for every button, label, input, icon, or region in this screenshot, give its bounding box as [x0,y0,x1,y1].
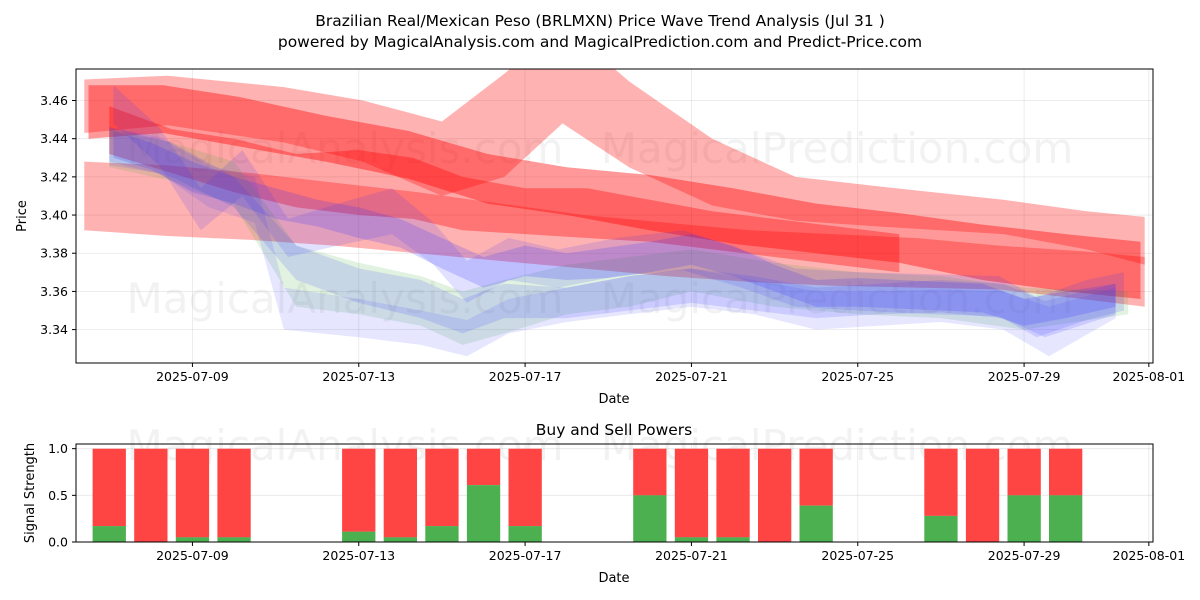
chart-subtitle: powered by MagicalAnalysis.com and Magic… [278,33,922,51]
x-tick-label: 2025-07-21 [655,369,728,384]
watermark-text: MagicalPrediction.com [601,274,1074,323]
sell-bar [633,448,667,496]
sell-bar [924,448,958,516]
y-axis-label: Signal Strength [23,443,38,543]
x-tick-label: 2025-07-21 [655,548,728,563]
wave-band-blue-band-4 [113,131,1116,326]
y-tick-label: 3.46 [40,93,68,108]
wave-band-blue-band-1 [109,127,1116,357]
buy-bar [92,526,126,542]
sell-bar [1007,448,1041,496]
x-tick-label: 2025-08-01 [1113,548,1186,563]
buy-bar [175,537,210,542]
buy-bar [716,537,750,542]
x-axis-label: Date [598,571,629,586]
y-axis-label: Price [15,200,30,232]
x-tick-label: 2025-08-01 [1113,369,1186,384]
y-tick-label: 3.36 [40,284,68,299]
y-tick-label: 3.42 [40,169,68,184]
y-tick-label: 3.40 [40,208,68,223]
buy-bar [1007,495,1041,542]
y-tick-label: 3.38 [40,246,68,261]
sell-bar [175,448,210,538]
wave-band-blue-band-3 [113,85,1124,338]
sell-bar [217,448,251,538]
watermark-text: MagicalPrediction.com [601,124,1074,173]
plot-frame [75,443,1154,543]
buy-sell-chart: Buy and Sell Powers MagicalAnalysis.com … [23,421,1185,586]
y-axis-ticks: 0.0 0.5 1.0 [48,441,76,550]
sell-bar [758,448,792,542]
signal-bars [92,448,1083,542]
wave-band-red-band-2 [88,85,1141,299]
buy-bar [674,537,709,542]
x-tick-label: 2025-07-13 [322,369,395,384]
sell-bar [799,448,833,506]
y-tick-label: 0.5 [48,488,68,503]
x-axis-label: Date [598,392,629,407]
sell-bar [674,448,709,538]
chart-title: Brazilian Real/Mexican Peso (BRLMXN) Pri… [315,12,885,30]
buy-bar [425,526,459,542]
watermark-text: MagicalAnalysis.com [127,124,564,173]
sell-bar [965,448,1000,542]
sell-bar [508,448,542,527]
wave-band-green-band [109,129,1129,345]
buy-bar [508,526,542,542]
y-tick-label: 1.0 [48,441,68,456]
x-tick-label: 2025-07-25 [821,369,894,384]
x-tick-label: 2025-07-09 [156,369,229,384]
wave-bands [84,69,1145,357]
sell-bar [383,448,417,538]
watermark-text: MagicalPrediction.com [601,421,1074,470]
buy-bar [217,537,251,542]
grid-lines [76,69,1153,363]
sell-bar [342,448,376,532]
sell-bar [716,448,750,538]
sell-bar [1049,448,1083,496]
buy-bar [924,515,958,542]
y-axis-ticks: 3.34 3.36 3.38 3.40 3.42 3.44 3.46 [40,93,76,337]
buy-bar [799,505,833,542]
price-wave-chart: MagicalAnalysis.com MagicalPrediction.co… [15,68,1185,407]
x-tick-label: 2025-07-29 [988,548,1061,563]
x-axis-ticks: 2025-07-09 2025-07-13 2025-07-17 2025-07-21… [156,542,1185,563]
sell-bar [134,448,168,542]
sell-bar [466,448,501,486]
y-tick-label: 3.44 [40,131,68,146]
wave-band-red-band-1 [84,69,1145,265]
watermark-group: MagicalAnalysis.com MagicalPrediction.co… [127,124,1074,323]
x-tick-label: 2025-07-25 [821,548,894,563]
x-tick-label: 2025-07-13 [322,548,395,563]
watermark-text: MagicalAnalysis.com [127,274,564,323]
buy-bar [383,537,417,542]
x-tick-label: 2025-07-29 [988,369,1061,384]
wave-band-red-band-3 [84,161,1145,307]
plot-frame [75,68,1154,364]
subchart-title: Buy and Sell Powers [536,421,693,439]
y-tick-label: 3.34 [40,322,68,337]
sell-bar [92,448,126,527]
y-tick-label: 0.0 [48,535,68,550]
buy-bar [1049,495,1083,542]
buy-bar [466,485,501,542]
x-axis-ticks: 2025-07-09 2025-07-13 2025-07-17 2025-07-21… [156,363,1185,384]
wave-band-red-band-4 [109,106,900,273]
sell-bar [425,448,459,527]
x-tick-label: 2025-07-17 [489,548,562,563]
x-tick-label: 2025-07-17 [489,369,562,384]
buy-bar [633,495,667,542]
wave-band-blue-band-2 [109,127,1116,338]
buy-bar [342,531,376,542]
x-tick-label: 2025-07-09 [156,548,229,563]
